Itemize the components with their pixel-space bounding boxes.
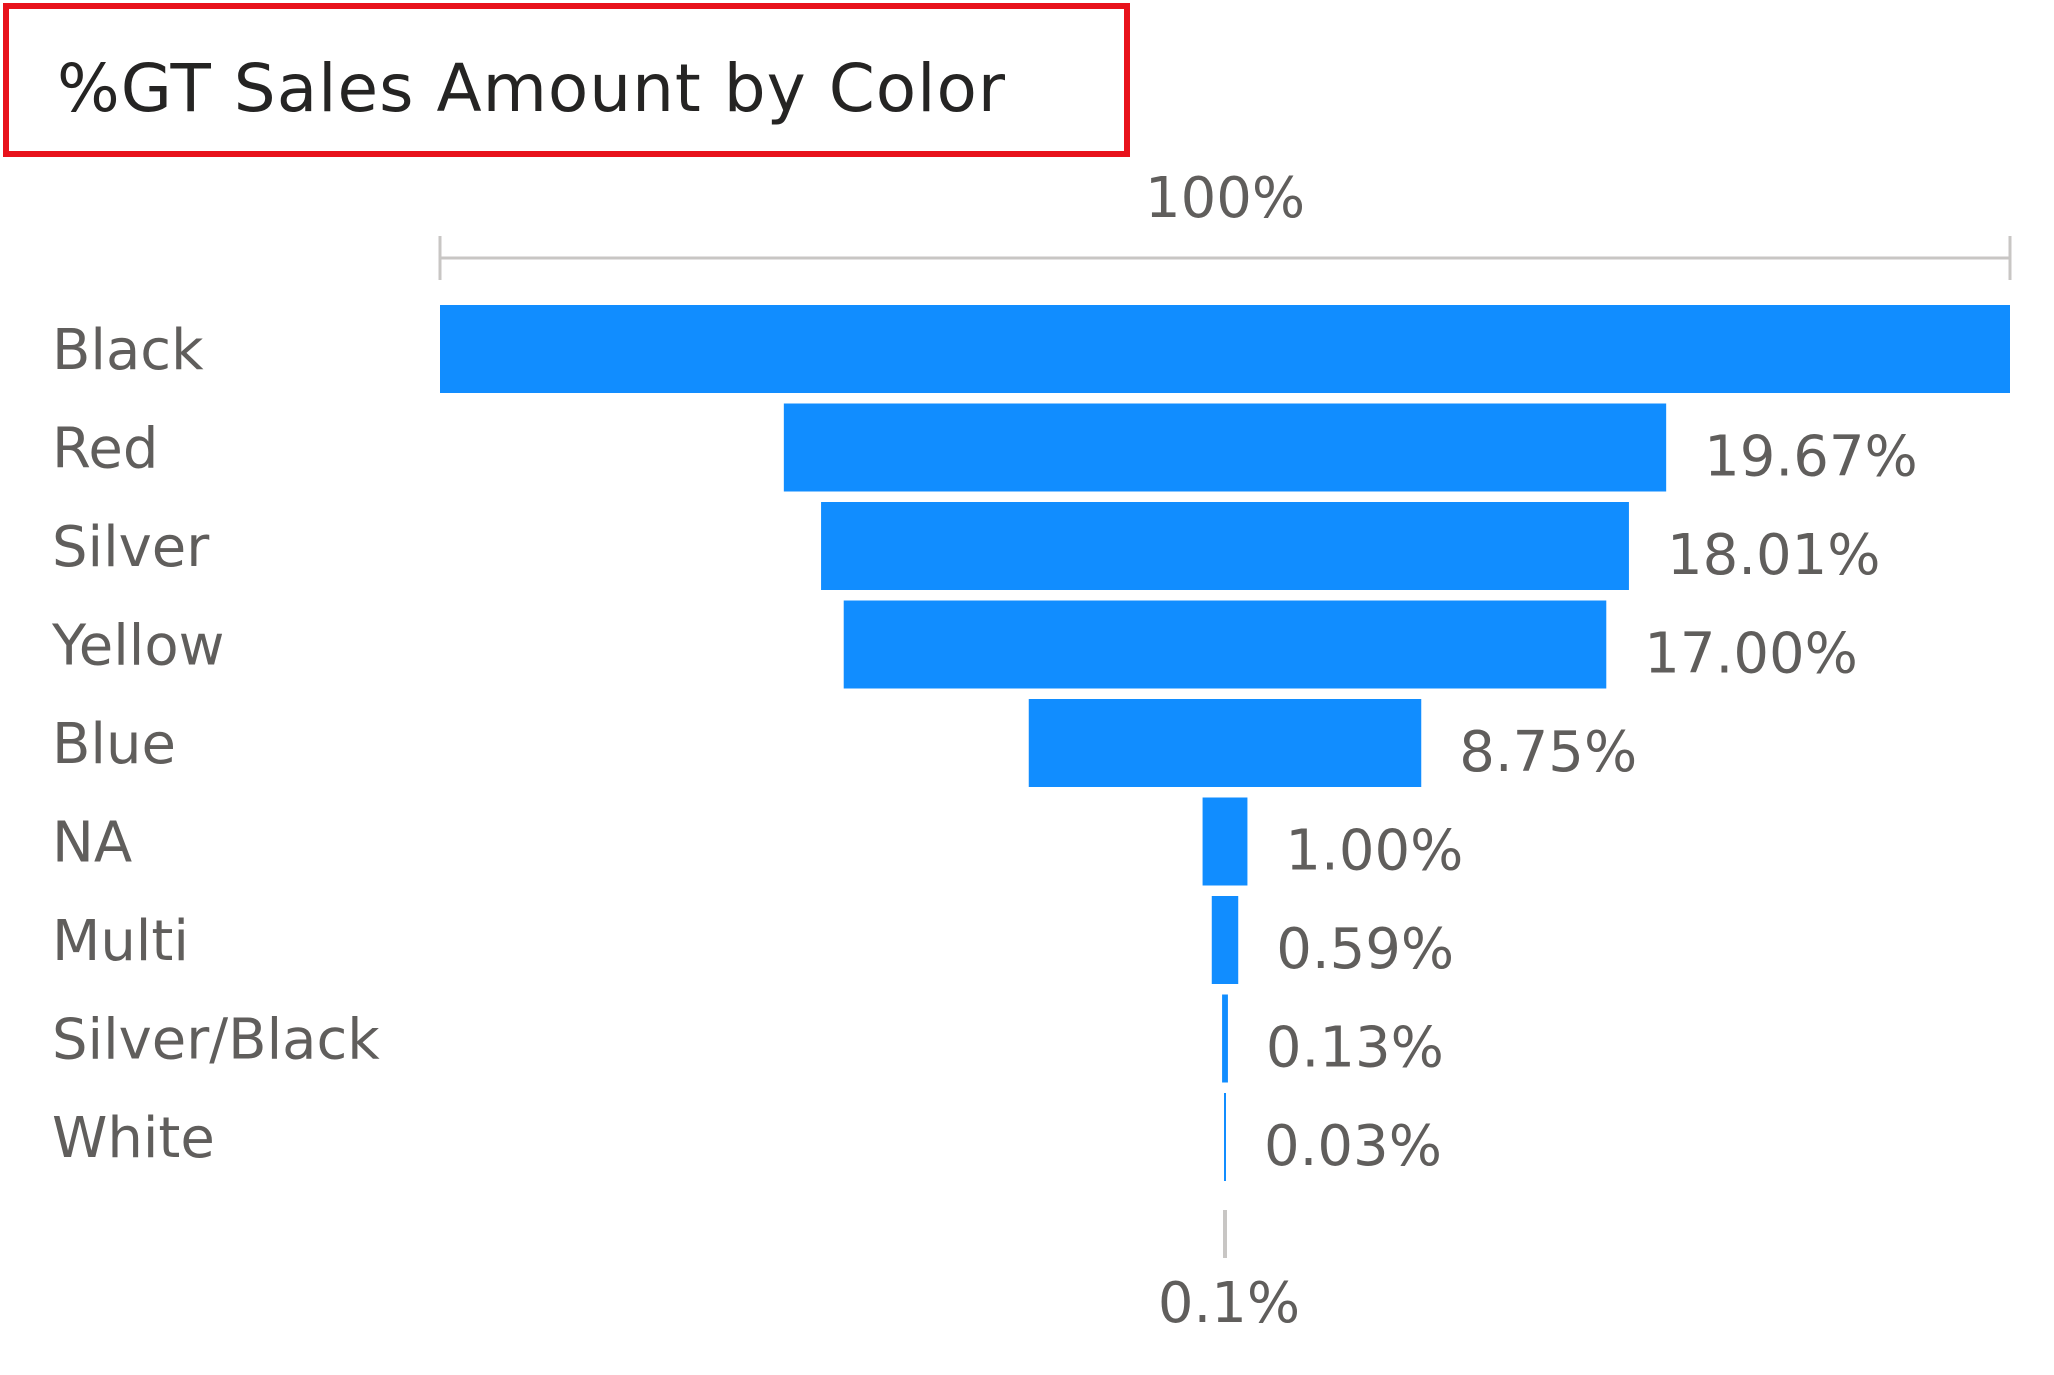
data-label: 1.00% <box>1285 819 1463 884</box>
category-label: NA <box>52 811 132 876</box>
funnel-bar <box>1028 699 1422 787</box>
funnel-bar <box>440 305 2010 393</box>
funnel-bar <box>821 502 1629 590</box>
bottom-reference-label: 0.1% <box>1158 1271 1300 1336</box>
funnel-bar <box>1224 1093 1226 1181</box>
category-label: Black <box>52 318 204 383</box>
category-label: White <box>52 1106 215 1171</box>
funnel-bar <box>843 600 1607 689</box>
top-reference-label: 100% <box>1145 166 1305 231</box>
data-label: 0.59% <box>1276 917 1454 982</box>
category-label: Blue <box>52 712 176 777</box>
data-label: 18.01% <box>1667 523 1881 588</box>
funnel-bar <box>1202 797 1248 886</box>
category-label: Red <box>52 417 158 482</box>
data-label: 17.00% <box>1644 622 1858 687</box>
data-label: 0.13% <box>1266 1016 1444 1081</box>
data-label: 8.75% <box>1459 720 1637 785</box>
data-label: 0.03% <box>1264 1114 1442 1179</box>
data-label: 19.67% <box>1704 425 1918 490</box>
funnel-bar <box>783 403 1667 492</box>
category-label: Multi <box>52 909 189 974</box>
category-label: Yellow <box>51 614 224 679</box>
chart-title-box: %GT Sales Amount by Color <box>3 3 1130 157</box>
category-label: Silver <box>52 515 210 580</box>
top-reference-axis <box>438 236 2012 280</box>
funnel-bar <box>1222 994 1228 1083</box>
funnel-bar <box>1211 896 1239 984</box>
chart-title: %GT Sales Amount by Color <box>57 50 1007 127</box>
category-label: Silver/Black <box>52 1008 380 1073</box>
